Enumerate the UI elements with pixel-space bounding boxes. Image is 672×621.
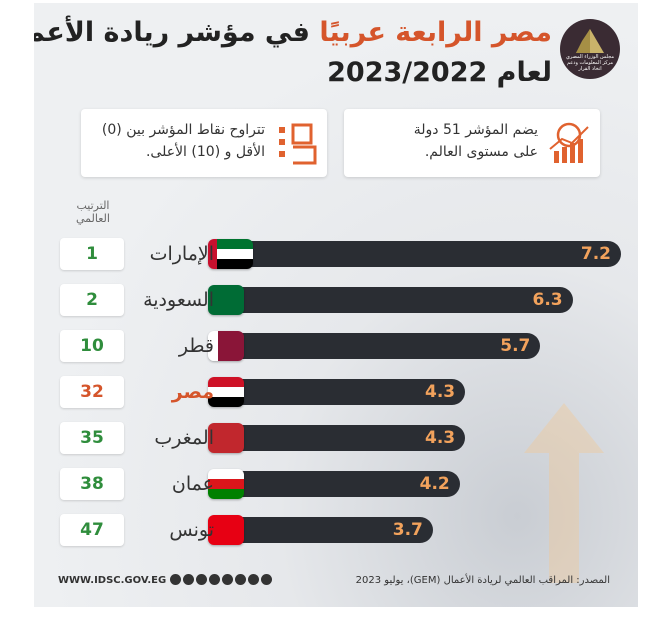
bar: 6.3	[234, 287, 573, 313]
arrow-decoration-icon	[524, 403, 604, 583]
bar: 3.7	[234, 517, 433, 543]
title-year: لعام 2023/2022	[327, 57, 552, 88]
rank-header: الترتيب العالمي	[76, 199, 110, 225]
country-flag-icon	[208, 331, 244, 361]
bar-value-label: 5.7	[500, 336, 531, 356]
rank-badge: 35	[60, 422, 124, 454]
rank-badge: 38	[60, 468, 124, 500]
country-label: مصر	[171, 381, 214, 403]
country-label: عمان	[171, 473, 214, 495]
logo-text: مجلس الوزراء المصري مركز المعلومات ودعم …	[566, 54, 614, 72]
country-label: الإمارات	[149, 243, 214, 265]
info-scale-text: تتراوح نقاط المؤشر بين (0) الأقل و (10) …	[101, 122, 265, 160]
country-flag-icon	[208, 423, 244, 453]
country-label: السعودية	[143, 289, 214, 311]
telegram-icon[interactable]	[248, 574, 259, 585]
bar-value-label: 3.7	[392, 520, 423, 540]
twitter-icon[interactable]	[183, 574, 194, 585]
growth-chart-icon	[549, 122, 589, 163]
bar-value-label: 4.3	[425, 428, 456, 448]
country-flag-icon	[208, 515, 244, 545]
country-flag-icon	[208, 239, 253, 269]
country-label: تونس	[169, 519, 214, 541]
tiktok-icon[interactable]	[261, 574, 272, 585]
footer-source: المصدر: المراقب العالمي لريادة الأعمال (…	[355, 575, 610, 586]
bar-value-label: 7.2	[580, 244, 611, 264]
rank-badge: 32	[60, 376, 124, 408]
facebook-icon[interactable]	[170, 574, 181, 585]
bar: 4.2	[234, 471, 460, 497]
info-card-scale: تتراوح نقاط المؤشر بين (0) الأقل و (10) …	[81, 109, 327, 177]
bar: 5.7	[234, 333, 541, 359]
bar: 4.3	[234, 379, 466, 405]
bar-value-label: 6.3	[532, 290, 563, 310]
rank-badge: 10	[60, 330, 124, 362]
bar: 7.2	[234, 241, 621, 267]
info-countries-text: يضم المؤشر 51 دولة على مستوى العالم.	[413, 122, 538, 160]
page-title: مصر الرابعة عربيًا في مؤشر ريادة الأعمال	[34, 17, 552, 48]
bar-value-label: 4.2	[419, 474, 450, 494]
title-accent: مصر الرابعة عربيًا	[319, 17, 552, 48]
linkedin-icon[interactable]	[222, 574, 233, 585]
bar-value-label: 4.3	[425, 382, 456, 402]
country-flag-icon	[208, 285, 244, 315]
country-label: المغرب	[154, 427, 214, 449]
social-icons	[170, 574, 272, 585]
idsc-logo: مجلس الوزراء المصري مركز المعلومات ودعم …	[560, 19, 620, 79]
rank-badge: 47	[60, 514, 124, 546]
footer-url[interactable]: WWW.IDSC.GOV.EG	[58, 575, 167, 586]
youtube-icon[interactable]	[209, 574, 220, 585]
pyramid-icon	[576, 29, 604, 53]
instagram-icon[interactable]	[196, 574, 207, 585]
pinterest-icon[interactable]	[235, 574, 246, 585]
info-card-countries: يضم المؤشر 51 دولة على مستوى العالم.	[344, 109, 600, 177]
country-label: قطر	[178, 335, 214, 357]
rank-badge: 1	[60, 238, 124, 270]
scale-icon	[279, 123, 317, 165]
country-flag-icon	[208, 469, 244, 499]
bar: 4.3	[234, 425, 466, 451]
country-flag-icon	[208, 377, 244, 407]
rank-badge: 2	[60, 284, 124, 316]
infographic-card: مجلس الوزراء المصري مركز المعلومات ودعم …	[34, 3, 638, 607]
title-rest: في مؤشر ريادة الأعمال	[34, 17, 310, 48]
